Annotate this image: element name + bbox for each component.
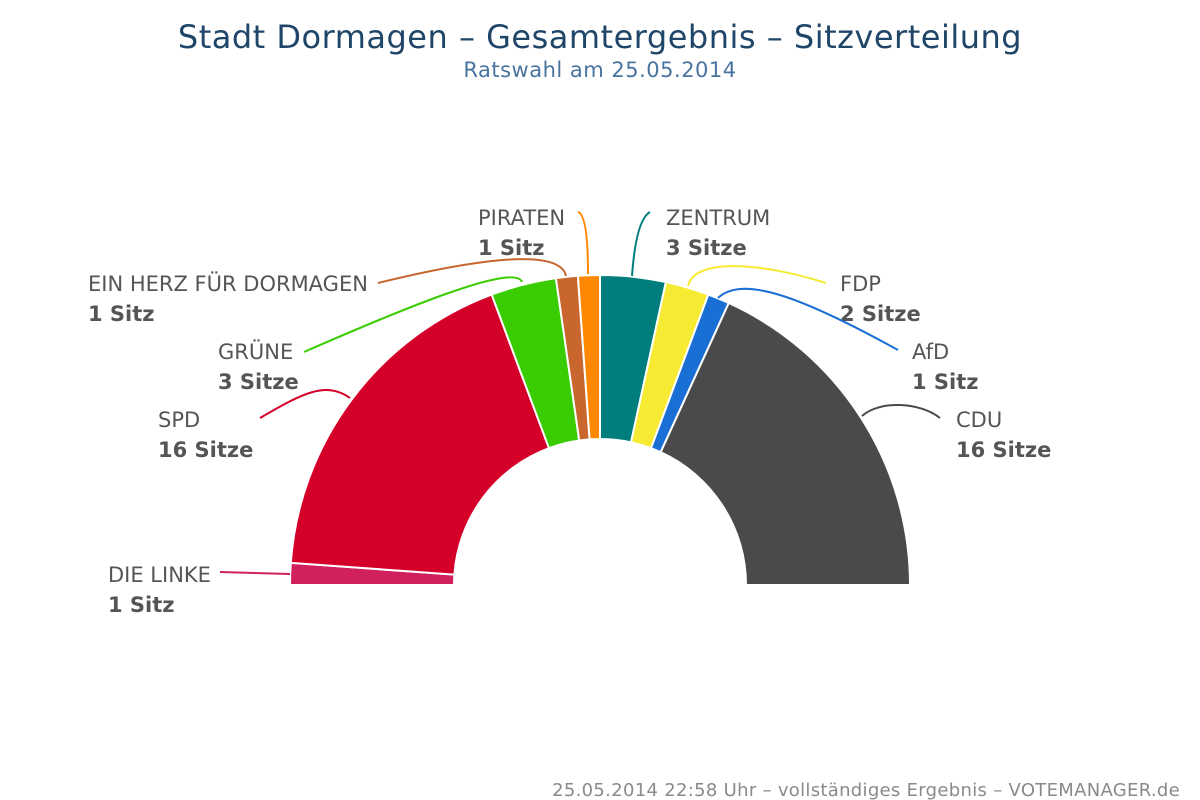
leader-line-die-linke — [219, 571, 291, 575]
slice-cdu[interactable] — [659, 301, 912, 586]
label-seats-piraten: 1 Sitz — [478, 236, 545, 260]
leader-line-ein-herz-fur-dormagen — [377, 258, 567, 284]
leader-line-fdp — [687, 265, 827, 287]
leader-line-piraten — [577, 211, 589, 275]
leader-line-zentrum — [631, 211, 651, 277]
label-party-spd: SPD — [158, 408, 200, 432]
leader-line-cdu — [861, 404, 941, 419]
leader-line-spd — [259, 389, 351, 419]
leader-line-grune — [303, 276, 523, 353]
label-seats-spd: 16 Sitze — [158, 438, 253, 462]
label-party-grune: GRÜNE — [218, 339, 293, 364]
label-party-die-linke: DIE LINKE — [108, 563, 211, 587]
label-seats-afd: 1 Sitz — [912, 370, 979, 394]
label-party-cdu: CDU — [956, 408, 1002, 432]
chart-subtitle: Ratswahl am 25.05.2014 — [463, 58, 737, 82]
label-seats-ein-herz-fur-dormagen: 1 Sitz — [88, 302, 155, 326]
label-seats-cdu: 16 Sitze — [956, 438, 1051, 462]
label-party-ein-herz-fur-dormagen: EIN HERZ FÜR DORMAGEN — [88, 271, 368, 296]
label-party-afd: AfD — [912, 340, 949, 364]
label-seats-grune: 3 Sitze — [218, 370, 299, 394]
footer-note: 25.05.2014 22:58 Uhr – vollständiges Erg… — [552, 780, 1180, 800]
label-party-piraten: PIRATEN — [478, 206, 565, 230]
leader-line-afd — [717, 287, 899, 351]
slice-spd[interactable] — [289, 293, 551, 576]
label-seats-zentrum: 3 Sitze — [666, 236, 747, 260]
chart-title: Stadt Dormagen – Gesamtergebnis – Sitzve… — [177, 18, 1023, 56]
label-party-fdp: FDP — [840, 272, 881, 296]
label-party-zentrum: ZENTRUM — [666, 206, 770, 230]
label-seats-fdp: 2 Sitze — [840, 302, 921, 326]
label-seats-die-linke: 1 Sitz — [108, 593, 175, 617]
